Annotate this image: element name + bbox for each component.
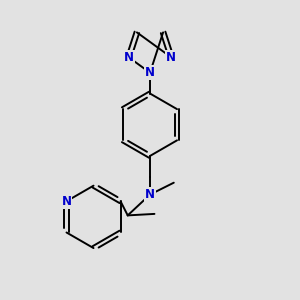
Text: N: N bbox=[145, 188, 155, 201]
Text: N: N bbox=[166, 51, 176, 64]
Text: N: N bbox=[61, 195, 71, 208]
Text: N: N bbox=[145, 66, 155, 79]
Text: N: N bbox=[124, 51, 134, 64]
